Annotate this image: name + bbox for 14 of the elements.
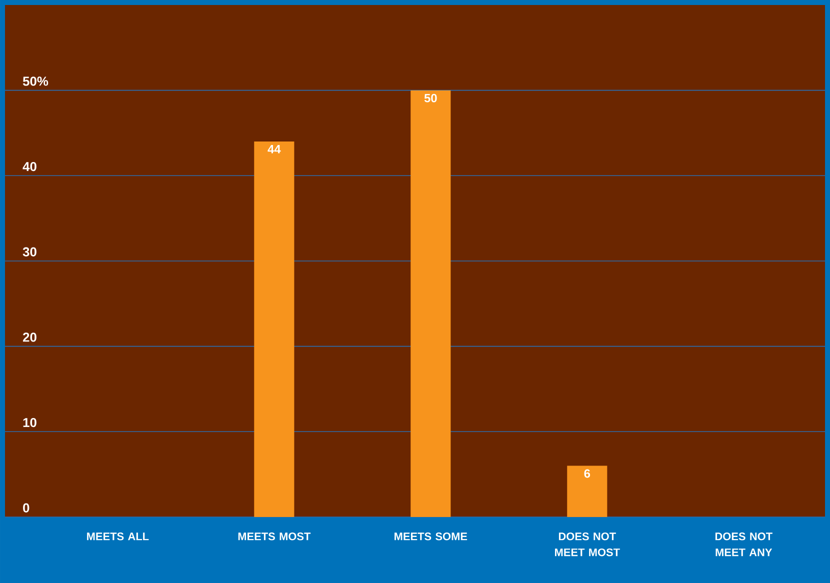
y-tick-label: 0 xyxy=(23,503,30,512)
y-tick-label: 50% xyxy=(22,76,48,86)
y-tick-label: 40 xyxy=(22,162,36,172)
y-tick-label: 10 xyxy=(23,418,36,428)
y-tick-label: 30 xyxy=(22,247,36,256)
x-tick-label: MEETS MOST xyxy=(238,532,311,540)
x-tick-label: MEETS ALL xyxy=(87,532,149,540)
y-tick-label: 20 xyxy=(22,332,36,342)
data-label: 6 xyxy=(584,469,590,478)
data-label: 44 xyxy=(268,145,281,154)
x-tick-label: MEETS SOME xyxy=(394,532,468,540)
x-tick-label: DOES NOT MEET ANY xyxy=(715,532,772,556)
x-tick-label: DOES NOT MEET MOST xyxy=(555,532,620,556)
data-label: 50 xyxy=(424,94,437,102)
